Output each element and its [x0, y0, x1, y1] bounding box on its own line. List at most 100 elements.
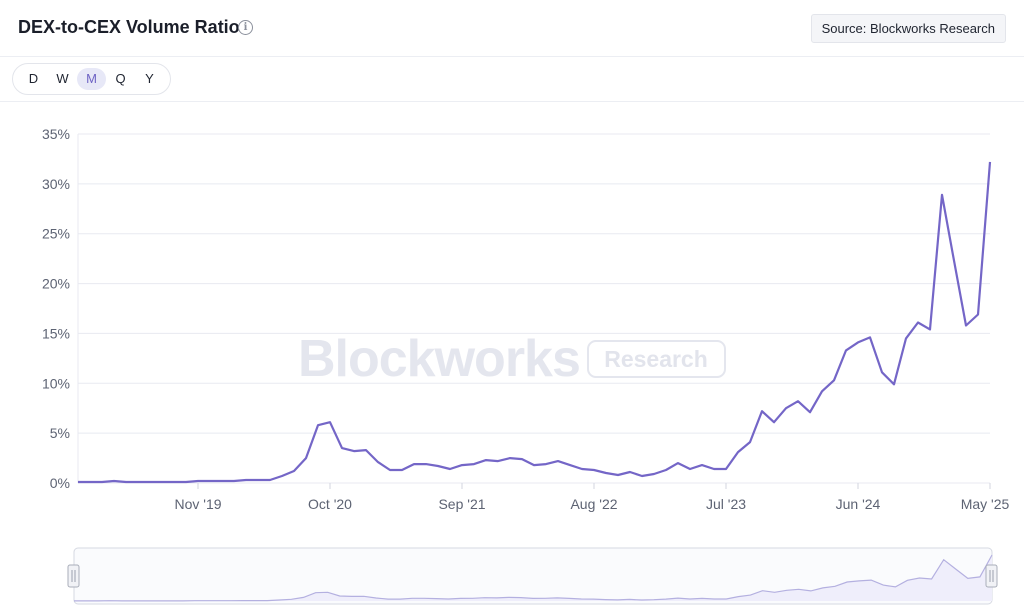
data-point[interactable]	[253, 475, 263, 485]
data-point[interactable]	[193, 476, 203, 486]
data-point[interactable]	[325, 417, 335, 427]
data-point[interactable]	[217, 476, 227, 486]
data-point[interactable]	[493, 456, 503, 466]
data-point[interactable]	[625, 467, 635, 477]
y-tick-label: 10%	[42, 375, 70, 391]
data-point[interactable]	[553, 456, 563, 466]
navigator-handle-left[interactable]	[67, 564, 80, 588]
data-point[interactable]	[805, 407, 815, 417]
watermark-badge: Research	[604, 346, 708, 372]
data-point[interactable]	[637, 471, 647, 481]
data-point[interactable]	[673, 458, 683, 468]
data-point[interactable]	[793, 396, 803, 406]
data-point[interactable]	[241, 475, 251, 485]
data-point[interactable]	[949, 256, 959, 266]
data-point[interactable]	[745, 437, 755, 447]
data-point[interactable]	[181, 477, 191, 487]
data-point[interactable]	[925, 324, 935, 334]
data-point[interactable]	[697, 460, 707, 470]
data-point[interactable]	[877, 367, 887, 377]
navigator[interactable]	[67, 547, 998, 605]
data-point[interactable]	[109, 476, 119, 486]
data-point[interactable]	[853, 337, 863, 347]
data-point[interactable]	[373, 457, 383, 467]
range-button-d[interactable]: D	[28, 71, 39, 86]
data-point[interactable]	[349, 446, 359, 456]
data-point[interactable]	[169, 477, 179, 487]
data-point[interactable]	[769, 417, 779, 427]
info-circle-icon[interactable]: i	[238, 20, 253, 35]
data-point[interactable]	[937, 190, 947, 200]
data-point[interactable]	[337, 443, 347, 453]
data-point[interactable]	[121, 477, 131, 487]
data-point[interactable]	[313, 420, 323, 430]
data-point[interactable]	[661, 465, 671, 475]
data-point[interactable]	[205, 476, 215, 486]
data-point[interactable]	[289, 466, 299, 476]
data-point[interactable]	[517, 454, 527, 464]
watermark-brand: Blockworks	[298, 330, 580, 388]
data-point[interactable]	[421, 459, 431, 469]
data-point[interactable]	[589, 465, 599, 475]
data-point[interactable]	[733, 447, 743, 457]
data-point[interactable]	[961, 320, 971, 330]
navigator-handle-left-grip[interactable]	[67, 564, 80, 588]
data-point[interactable]	[301, 453, 311, 463]
data-point[interactable]	[709, 464, 719, 474]
source-badge[interactable]: Source: Blockworks Research	[810, 14, 1006, 43]
data-point[interactable]	[901, 333, 911, 343]
data-point[interactable]	[385, 465, 395, 475]
chart-title: DEX-to-CEX Volume Ratio	[18, 17, 240, 37]
data-point[interactable]	[565, 460, 575, 470]
data-point[interactable]	[481, 455, 491, 465]
data-point[interactable]	[157, 477, 167, 487]
data-point[interactable]	[781, 403, 791, 413]
range-button-m[interactable]: M	[77, 68, 106, 90]
grid-lines	[77, 133, 990, 484]
navigator-handle-right[interactable]	[985, 564, 998, 588]
data-point[interactable]	[433, 461, 443, 471]
data-point[interactable]	[889, 379, 899, 389]
range-button-w[interactable]: W	[56, 71, 69, 86]
data-point[interactable]	[133, 477, 143, 487]
y-tick-label: 20%	[42, 276, 70, 292]
data-point[interactable]	[445, 464, 455, 474]
data-point[interactable]	[601, 468, 611, 478]
data-point[interactable]	[649, 469, 659, 479]
data-point[interactable]	[229, 476, 239, 486]
data-point[interactable]	[277, 471, 287, 481]
data-point[interactable]	[865, 332, 875, 342]
data-point[interactable]	[361, 445, 371, 455]
data-point[interactable]	[985, 157, 995, 167]
y-tick-label: 0%	[50, 475, 70, 491]
data-point[interactable]	[505, 453, 515, 463]
data-point[interactable]	[469, 459, 479, 469]
series-line	[78, 161, 992, 484]
range-button-q[interactable]: Q	[115, 71, 126, 86]
range-button-y[interactable]: Y	[145, 71, 154, 86]
data-point[interactable]	[913, 317, 923, 327]
series-layer	[73, 157, 995, 487]
data-point[interactable]	[721, 464, 731, 474]
data-point[interactable]	[529, 460, 539, 470]
data-point[interactable]	[613, 470, 623, 480]
navigator-handle-right-grip[interactable]	[985, 564, 998, 588]
data-point[interactable]	[685, 464, 695, 474]
data-point[interactable]	[841, 345, 851, 355]
data-point[interactable]	[973, 309, 983, 319]
data-point[interactable]	[145, 477, 155, 487]
data-point[interactable]	[577, 464, 587, 474]
data-point[interactable]	[457, 460, 467, 470]
data-point[interactable]	[541, 459, 551, 469]
data-point[interactable]	[829, 375, 839, 385]
data-point[interactable]	[757, 406, 767, 416]
data-point[interactable]	[409, 459, 419, 469]
y-axis: 0% 5% 10% 15% 20% 25% 30% 35%	[42, 126, 70, 491]
y-tick-label: 30%	[42, 176, 70, 192]
data-point[interactable]	[397, 465, 407, 475]
data-point[interactable]	[817, 386, 827, 396]
data-point[interactable]	[265, 475, 275, 485]
data-point[interactable]	[97, 477, 107, 487]
data-point[interactable]	[73, 477, 83, 487]
data-point[interactable]	[85, 477, 95, 487]
